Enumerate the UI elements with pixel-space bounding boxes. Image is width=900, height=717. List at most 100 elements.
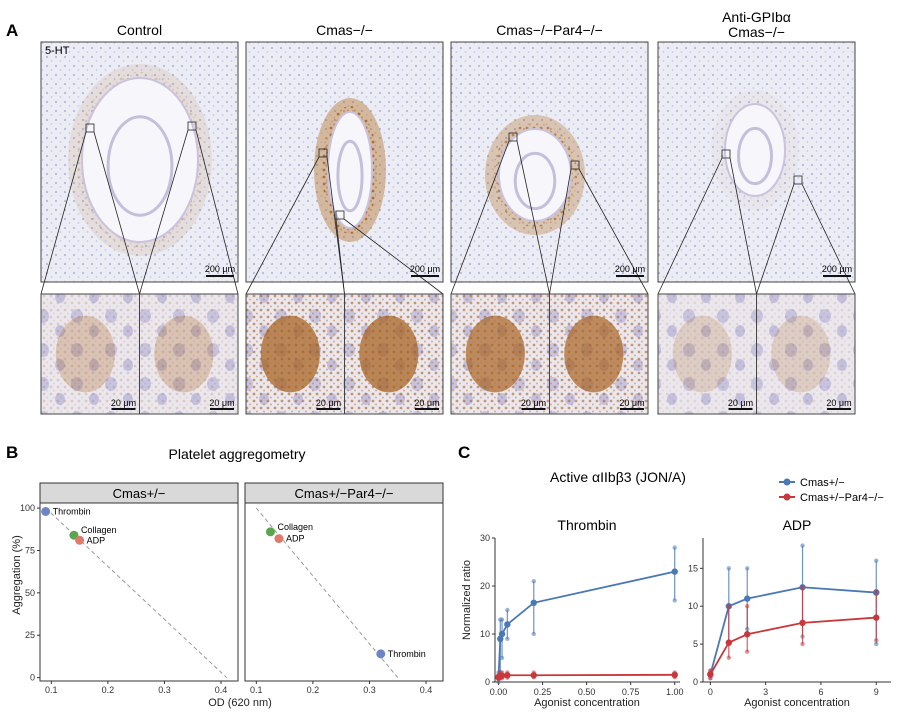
ytick-label: 75 [25, 545, 35, 555]
group-0-micrograph-frame [40, 41, 239, 283]
facet-1-point-label-collagen: Collagen [277, 522, 313, 532]
group-1-connector-1b [343, 218, 444, 295]
adp-series-1-point [799, 619, 806, 627]
facet-0-xtick-label: 0.2 [102, 685, 115, 695]
panel-c-ylabel: Normalized ratio [461, 560, 473, 640]
thrombin-series-0-replicate [531, 579, 536, 584]
group-0-connector-0a [40, 131, 87, 295]
thrombin-series-0-replicate [505, 607, 510, 613]
adp-series-1-line [709, 616, 877, 675]
group-2-vessel [498, 128, 572, 222]
group-0-vessel [81, 77, 199, 243]
panel-b-ylabel: Aggregation (%) [11, 535, 23, 615]
group-0-inset-0-granules [41, 294, 140, 414]
thrombin-series-0-point [498, 630, 506, 638]
group-0-scale-top-label: 200 μm [205, 264, 235, 274]
group-0-inset-box-1 [187, 121, 197, 131]
adp-series-0-replicate [800, 543, 805, 548]
adp-series-0-line [709, 586, 877, 675]
group-0-inset-0-scale-label: 20 μm [111, 398, 136, 408]
group-2-inset-1-scale-label: 20 μm [619, 398, 644, 408]
thrombin-xtick-label: 0.00 [490, 687, 508, 697]
thrombin-xtick-label: 0.25 [534, 687, 552, 697]
group-0-connector-1b [195, 129, 239, 295]
panel-a-label: A [6, 21, 18, 40]
group-2-inset-0-granules [451, 294, 550, 414]
group-3-inset-box-0 [721, 149, 731, 159]
ytick-label: 50 [25, 588, 35, 598]
thrombin-series-0-replicate [499, 655, 505, 661]
group-3-inset-1-scale-label: 20 μm [826, 398, 851, 408]
thrombin-ytick-label: 20 [480, 581, 490, 591]
group-3-inset-0-scale-label: 20 μm [728, 398, 753, 408]
thrombin-ytick-label: 30 [480, 533, 490, 543]
group-2-inset-box-1 [570, 160, 580, 170]
group-3-micrograph-frame [657, 41, 856, 283]
group-1-inset-1-granules [344, 294, 443, 414]
facet-1-xtick-label: 0.3 [363, 685, 376, 695]
panel-c-label: C [458, 443, 470, 462]
thrombin-series-0-point [504, 621, 511, 628]
facet-0-point-label-collagen: Collagen [81, 525, 117, 535]
facet-1-point-thrombin [376, 649, 386, 659]
group-1-inset-0-granules [246, 294, 345, 414]
group-2-scale-top-label: 200 μm [615, 264, 645, 274]
panel-a-micrographs: Control 200 μm 20 μm 20 μm Cmas−/− 200 μm 20 μ… [40, 9, 856, 415]
facet-1-point-collagen [265, 527, 275, 537]
group-2-connector-0b [516, 140, 550, 295]
panel-c-title: Active αIIbβ3 (JON/A) [550, 469, 686, 485]
thrombin-series-1-point [504, 672, 511, 679]
group-1-title: Cmas−/− [316, 22, 373, 38]
group-1-inset-1-frame [344, 293, 444, 415]
thrombin-xlabel: Agonist concentration [534, 697, 640, 709]
adp-series-1-replicate [745, 604, 750, 609]
thrombin-ytick-label: 10 [480, 629, 490, 639]
ytick-label: 100 [20, 503, 35, 513]
panel-c-legend: Cmas+/− Cmas+/−Par4−/− [779, 477, 884, 504]
thrombin-ytick-label: 0 [485, 677, 490, 687]
adp-xlabel: Agonist concentration [744, 697, 850, 709]
facet-1-point-label-adp: ADP [286, 534, 305, 544]
adp-xtick-label: 9 [874, 687, 879, 697]
thrombin-series-0-replicate [505, 636, 510, 641]
legend-label-het: Cmas+/− [800, 477, 845, 489]
facet-1-point-adp [274, 534, 284, 544]
adp-series-1-replicate [874, 638, 879, 643]
adp-series-0-point [744, 595, 751, 602]
facet-0-xtick-label: 0.4 [215, 685, 228, 695]
group-3-inset-1-frame [756, 293, 856, 415]
thrombin-series-1-point [498, 672, 506, 679]
facet-0-plot-area [39, 502, 239, 682]
group-3-inset-1-granules [756, 294, 855, 414]
group-3-connector-1a [756, 183, 795, 295]
group-1-scale-top-label: 200 μm [410, 264, 440, 274]
group-2-micrograph-frame [450, 41, 649, 283]
stain-label: 5-HT [45, 45, 70, 57]
group-2-inset-1-granules [549, 294, 648, 414]
group-1-embryo [336, 139, 364, 213]
group-1-micrograph-frame [245, 41, 444, 283]
group-1-vessel [327, 111, 373, 229]
group-2-inset-box-0 [508, 132, 518, 142]
group-3-connector-0b [729, 157, 757, 295]
thrombin-xtick-label: 1.00 [666, 687, 684, 697]
adp-series-1-point [725, 639, 733, 646]
facet-0-trendline [45, 507, 228, 678]
adp-series-1-point [744, 631, 751, 638]
group-2-inset-0-scale-label: 20 μm [521, 398, 546, 408]
thrombin-series-0-point [530, 599, 537, 606]
adp-series-1-replicate [745, 649, 750, 654]
group-1-inset-1-scale-label: 20 μm [414, 398, 439, 408]
adp-xtick-label: 0 [708, 687, 713, 697]
adp-series-0-replicate [726, 566, 732, 571]
group-0-inset-1-frame [139, 293, 239, 415]
panel-b-title: Platelet aggregometry [169, 446, 306, 462]
group-0-inset-box-0 [85, 123, 95, 133]
panel-c-jona-charts: 0 10 20 30 0.00 0.25 0.50 0.75 1.00 0 5 10 15 0 3 6 9 [480, 533, 891, 697]
panel-b-xlabel: OD (620 nm) [208, 697, 272, 709]
thrombin-series-0-replicate [672, 598, 677, 603]
thrombin-series-1-point [671, 671, 678, 678]
panel-b-label: B [6, 443, 18, 462]
group-2-title: Cmas−/−Par4−/− [496, 22, 603, 38]
